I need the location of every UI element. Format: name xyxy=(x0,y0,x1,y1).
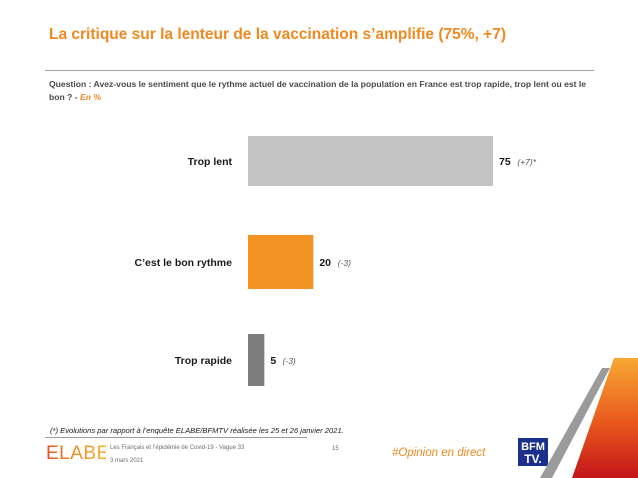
footer-date: 3 mars 2021 xyxy=(110,458,144,464)
survey-question: Question : Avez-vous le sentiment que le… xyxy=(49,78,597,103)
bar-chart: Trop lent 75 (+7)* C’est le bon rythme 20 (-3… xyxy=(135,136,537,386)
slide-title: La critique sur la lenteur de la vaccina… xyxy=(49,26,506,43)
bfm-logo-line2: TV. xyxy=(524,452,542,466)
category-label-trop-lent: Trop lent xyxy=(188,156,233,168)
value-label-bon-rythme: 20 xyxy=(319,257,331,269)
hashtag: #Opinion en direct xyxy=(392,447,486,459)
page-number: 15 xyxy=(332,446,339,452)
footnote-divider xyxy=(45,437,307,438)
evolution-label-bon-rythme: (-3) xyxy=(338,258,351,268)
category-label-bon-rythme: C’est le bon rythme xyxy=(135,257,233,269)
bfm-logo-line1: BFM xyxy=(521,441,545,453)
question-unit: En % xyxy=(80,91,102,102)
title-divider xyxy=(45,70,594,71)
bar-trop-lent xyxy=(248,136,493,186)
evolution-label-trop-lent: (+7)* xyxy=(517,157,536,167)
bfmtv-logo: BFM TV. xyxy=(517,437,549,467)
bar-bon-rythme xyxy=(248,235,314,289)
elabe-logo: ELABE xyxy=(46,443,106,463)
value-label-trop-rapide: 5 xyxy=(270,355,276,367)
decorative-a-logo-icon xyxy=(540,358,638,478)
question-text: Question : Avez-vous le sentiment que le… xyxy=(49,79,587,102)
evolution-label-trop-rapide: (-3) xyxy=(283,356,296,366)
footer-study-name: Les Français et l’épidémie de Covid-19 -… xyxy=(110,445,245,451)
footnote: (*) Evolutions par rapport à l’enquête E… xyxy=(50,426,344,435)
category-label-trop-rapide: Trop rapide xyxy=(175,355,232,367)
bar-trop-rapide xyxy=(248,334,265,386)
value-label-trop-lent: 75 xyxy=(499,156,511,168)
elabe-logo-text: ELABE xyxy=(46,443,106,463)
